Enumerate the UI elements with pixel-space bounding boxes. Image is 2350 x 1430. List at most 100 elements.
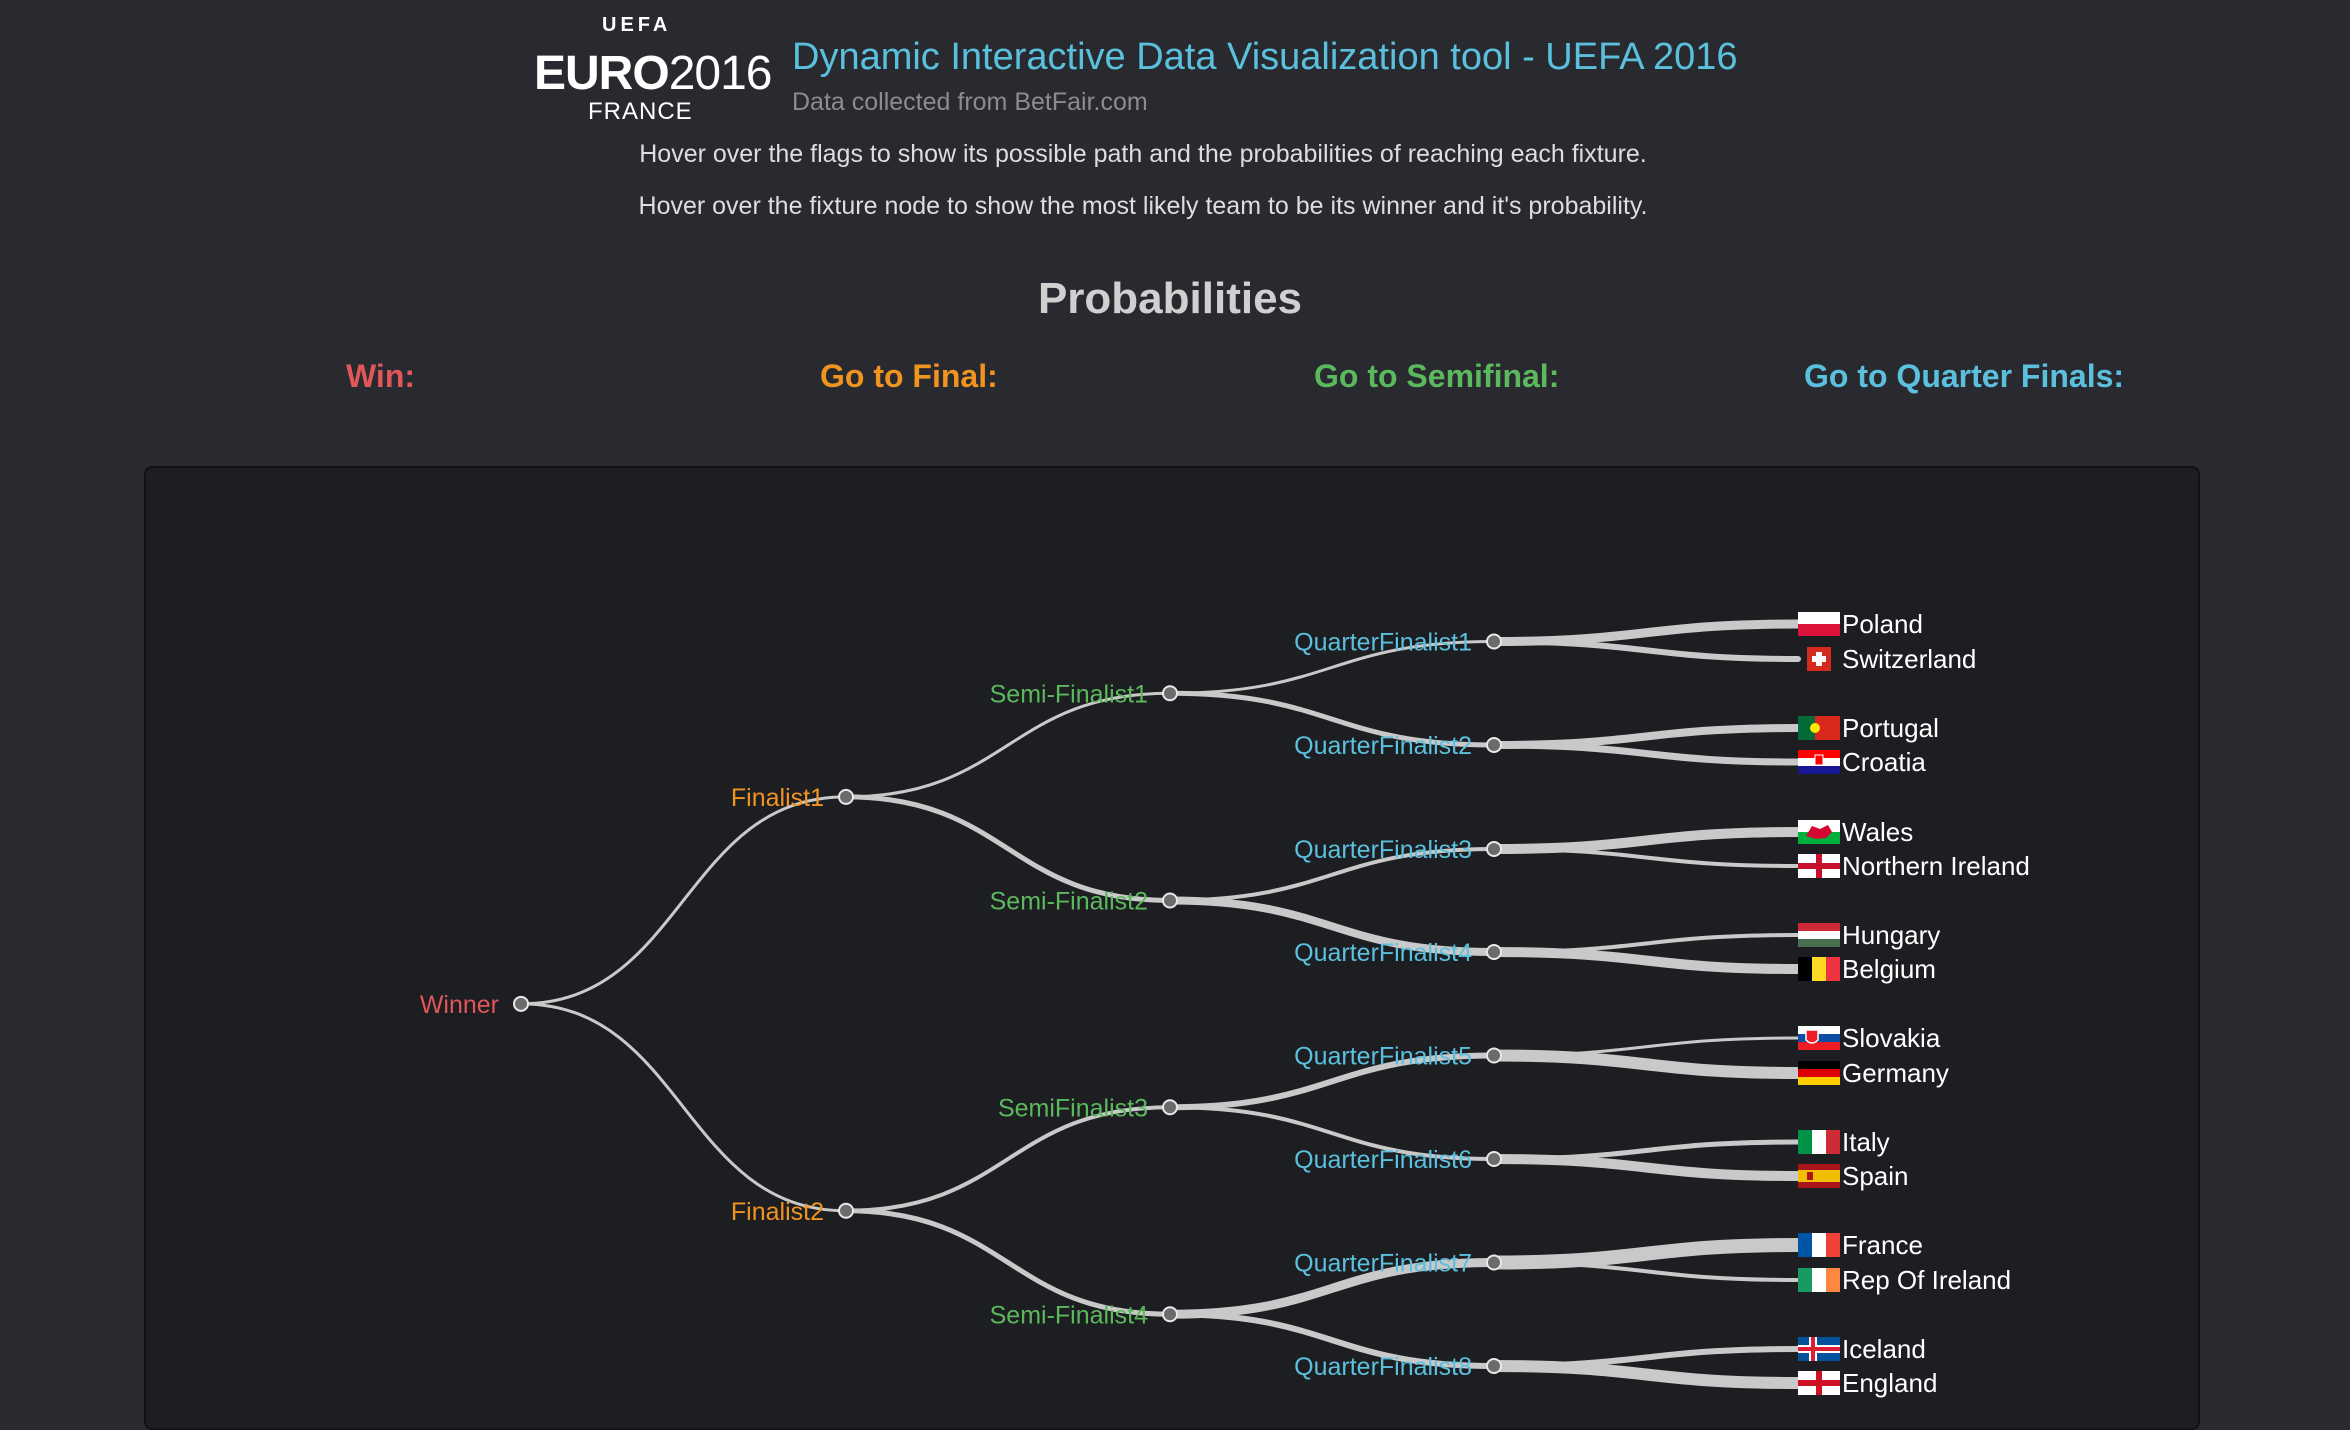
semifinalist-node-1[interactable]: Semi-Finalist1 — [990, 680, 1178, 708]
link-finalist-semifinalist — [843, 1208, 1173, 1317]
iceland-flag-icon[interactable] — [1798, 1337, 1840, 1361]
header: UEFA EURO2016 FRANCE Dynamic Interactive… — [0, 0, 2350, 250]
team-wales[interactable]: Wales — [1798, 817, 1913, 847]
team-northern-ireland[interactable]: Northern Ireland — [1798, 851, 2030, 881]
semifinalist-node-2[interactable]: Semi-Finalist2 — [990, 888, 1178, 916]
team-germany[interactable]: Germany — [1798, 1058, 1949, 1088]
team-france[interactable]: France — [1798, 1230, 1923, 1260]
portugal-flag-icon[interactable] — [1798, 716, 1840, 740]
spain-flag-icon[interactable] — [1798, 1164, 1840, 1188]
fixture-node-dot[interactable] — [1162, 1099, 1178, 1116]
fixture-node-dot[interactable] — [1486, 1254, 1502, 1271]
poland-flag-icon[interactable] — [1798, 612, 1840, 636]
fixture-node-dot[interactable] — [1486, 841, 1502, 857]
probabilities-title: Probabilities — [1037, 274, 1303, 323]
fixture-node-label: SemiFinalist3 — [998, 1094, 1148, 1122]
team-name: France — [1842, 1230, 1923, 1260]
quarterfinalist-node-6[interactable]: QuarterFinalist6 — [1294, 1146, 1502, 1174]
belgium-flag-icon[interactable] — [1798, 957, 1840, 981]
fixture-node-label: Winner — [420, 991, 499, 1019]
finalist-node-2[interactable]: Finalist2 — [731, 1198, 854, 1226]
fixture-node-dot[interactable] — [838, 1202, 854, 1219]
team-name: Wales — [1842, 817, 1913, 847]
fixture-node-dot[interactable] — [1486, 1358, 1502, 1374]
quarterfinalist-node-4[interactable]: QuarterFinalist4 — [1294, 939, 1502, 967]
team-spain[interactable]: Spain — [1798, 1161, 1909, 1191]
quarterfinalist-node-1[interactable]: QuarterFinalist1 — [1294, 629, 1502, 657]
quarterfinalist-node-8[interactable]: QuarterFinalist8 — [1294, 1353, 1502, 1381]
logo-wordmark: EURO2016 — [534, 46, 772, 101]
fixture-node-dot[interactable] — [513, 995, 529, 1012]
link-winner-finalist — [519, 1002, 848, 1213]
quarterfinalist-node-2[interactable]: QuarterFinalist2 — [1294, 732, 1502, 760]
bracket-nodes: Winner Finalist1 Finalist2 Semi-Finalist1 Se… — [420, 629, 1502, 1381]
link-winner-finalist — [519, 795, 848, 1006]
fixture-node-dot[interactable] — [1486, 1047, 1502, 1064]
fixture-node-dot[interactable] — [1486, 1151, 1502, 1167]
team-name: Belgium — [1842, 954, 1936, 984]
page-subtitle: Data collected from BetFair.com — [792, 88, 1148, 116]
slovakia-flag-icon[interactable] — [1798, 1026, 1840, 1050]
team-poland[interactable]: Poland — [1798, 609, 1923, 639]
fixture-node-label: QuarterFinalist5 — [1294, 1043, 1472, 1071]
link-semifinalist-quarterfinalist — [1167, 690, 1497, 748]
semifinalist-node-3[interactable]: SemiFinalist3 — [998, 1094, 1178, 1122]
instruction-flags: Hover over the flags to show its possibl… — [639, 140, 1647, 168]
france-flag-icon[interactable] — [1798, 1233, 1840, 1257]
winner-node[interactable]: Winner — [420, 991, 529, 1019]
logo-euro: EURO — [534, 47, 670, 100]
fixture-node-dot[interactable] — [1162, 892, 1178, 909]
link-semifinalist-quarterfinalist — [1168, 640, 1496, 695]
semifinalist-node-4[interactable]: Semi-Finalist4 — [990, 1301, 1178, 1329]
team-name: Poland — [1842, 609, 1923, 639]
link-quarterfinalist-team — [1492, 1260, 1800, 1282]
link-quarterfinalist-team — [1488, 1360, 1804, 1389]
fixture-node-dot[interactable] — [1486, 737, 1502, 753]
bracket-panel — [144, 466, 2200, 1430]
team-name: Switzerland — [1842, 644, 1976, 674]
england-flag-icon[interactable] — [1798, 1371, 1840, 1395]
team-england[interactable]: England — [1798, 1368, 1937, 1398]
italy-flag-icon[interactable] — [1798, 1130, 1840, 1154]
northern-ireland-flag-icon[interactable] — [1798, 854, 1840, 878]
wales-flag-icon[interactable] — [1798, 820, 1840, 844]
team-iceland[interactable]: Iceland — [1798, 1334, 1926, 1364]
hungary-flag-icon[interactable] — [1798, 923, 1840, 947]
team-name: Germany — [1842, 1058, 1949, 1088]
germany-flag-icon[interactable] — [1798, 1061, 1840, 1085]
switzerland-flag-icon[interactable] — [1807, 647, 1831, 671]
team-switzerland[interactable]: Switzerland — [1807, 644, 1976, 674]
link-semifinalist-quarterfinalist — [1167, 1052, 1497, 1111]
team-name: Iceland — [1842, 1334, 1926, 1364]
croatia-flag-icon[interactable] — [1798, 750, 1840, 774]
team-hungary[interactable]: Hungary — [1798, 920, 1940, 950]
fixture-node-label: Semi-Finalist1 — [990, 680, 1148, 708]
fixture-node-label: QuarterFinalist3 — [1294, 836, 1472, 864]
link-quarterfinalist-team — [1489, 619, 1803, 646]
fixture-node-dot[interactable] — [838, 788, 854, 805]
fixture-node-dot[interactable] — [1162, 685, 1178, 702]
team-italy[interactable]: Italy — [1798, 1127, 1890, 1157]
quarterfinalist-node-5[interactable]: QuarterFinalist5 — [1294, 1043, 1502, 1071]
team-portugal[interactable]: Portugal — [1798, 713, 1939, 743]
fixture-node-label: QuarterFinalist8 — [1294, 1353, 1472, 1381]
link-quarterfinalist-team — [1487, 1238, 1805, 1270]
link-quarterfinalist-team — [1488, 1049, 1804, 1079]
fixture-node-dot[interactable] — [1162, 1306, 1178, 1323]
fixture-node-label: Semi-Finalist2 — [990, 888, 1148, 916]
team-name: Italy — [1842, 1127, 1890, 1157]
team-slovakia[interactable]: Slovakia — [1798, 1023, 1941, 1053]
link-semifinalist-quarterfinalist — [1168, 1105, 1496, 1161]
team-croatia[interactable]: Croatia — [1798, 747, 1926, 777]
fixture-node-dot[interactable] — [1486, 633, 1502, 650]
team-rep-of-ireland[interactable]: Rep Of Ireland — [1798, 1265, 2011, 1295]
quarterfinalist-node-3[interactable]: QuarterFinalist3 — [1294, 836, 1502, 864]
fixture-node-label: Finalist2 — [731, 1198, 824, 1226]
semi-probability-label: Go to Semifinal: — [1314, 358, 1560, 394]
team-belgium[interactable]: Belgium — [1798, 954, 1936, 984]
finalist-node-1[interactable]: Finalist1 — [731, 784, 854, 812]
quarterfinalist-node-7[interactable]: QuarterFinalist7 — [1294, 1250, 1502, 1278]
euro-2016-logo: UEFA EURO2016 FRANCE — [534, 14, 772, 125]
fixture-node-dot[interactable] — [1486, 944, 1502, 960]
ireland-flag-icon[interactable] — [1798, 1268, 1840, 1292]
